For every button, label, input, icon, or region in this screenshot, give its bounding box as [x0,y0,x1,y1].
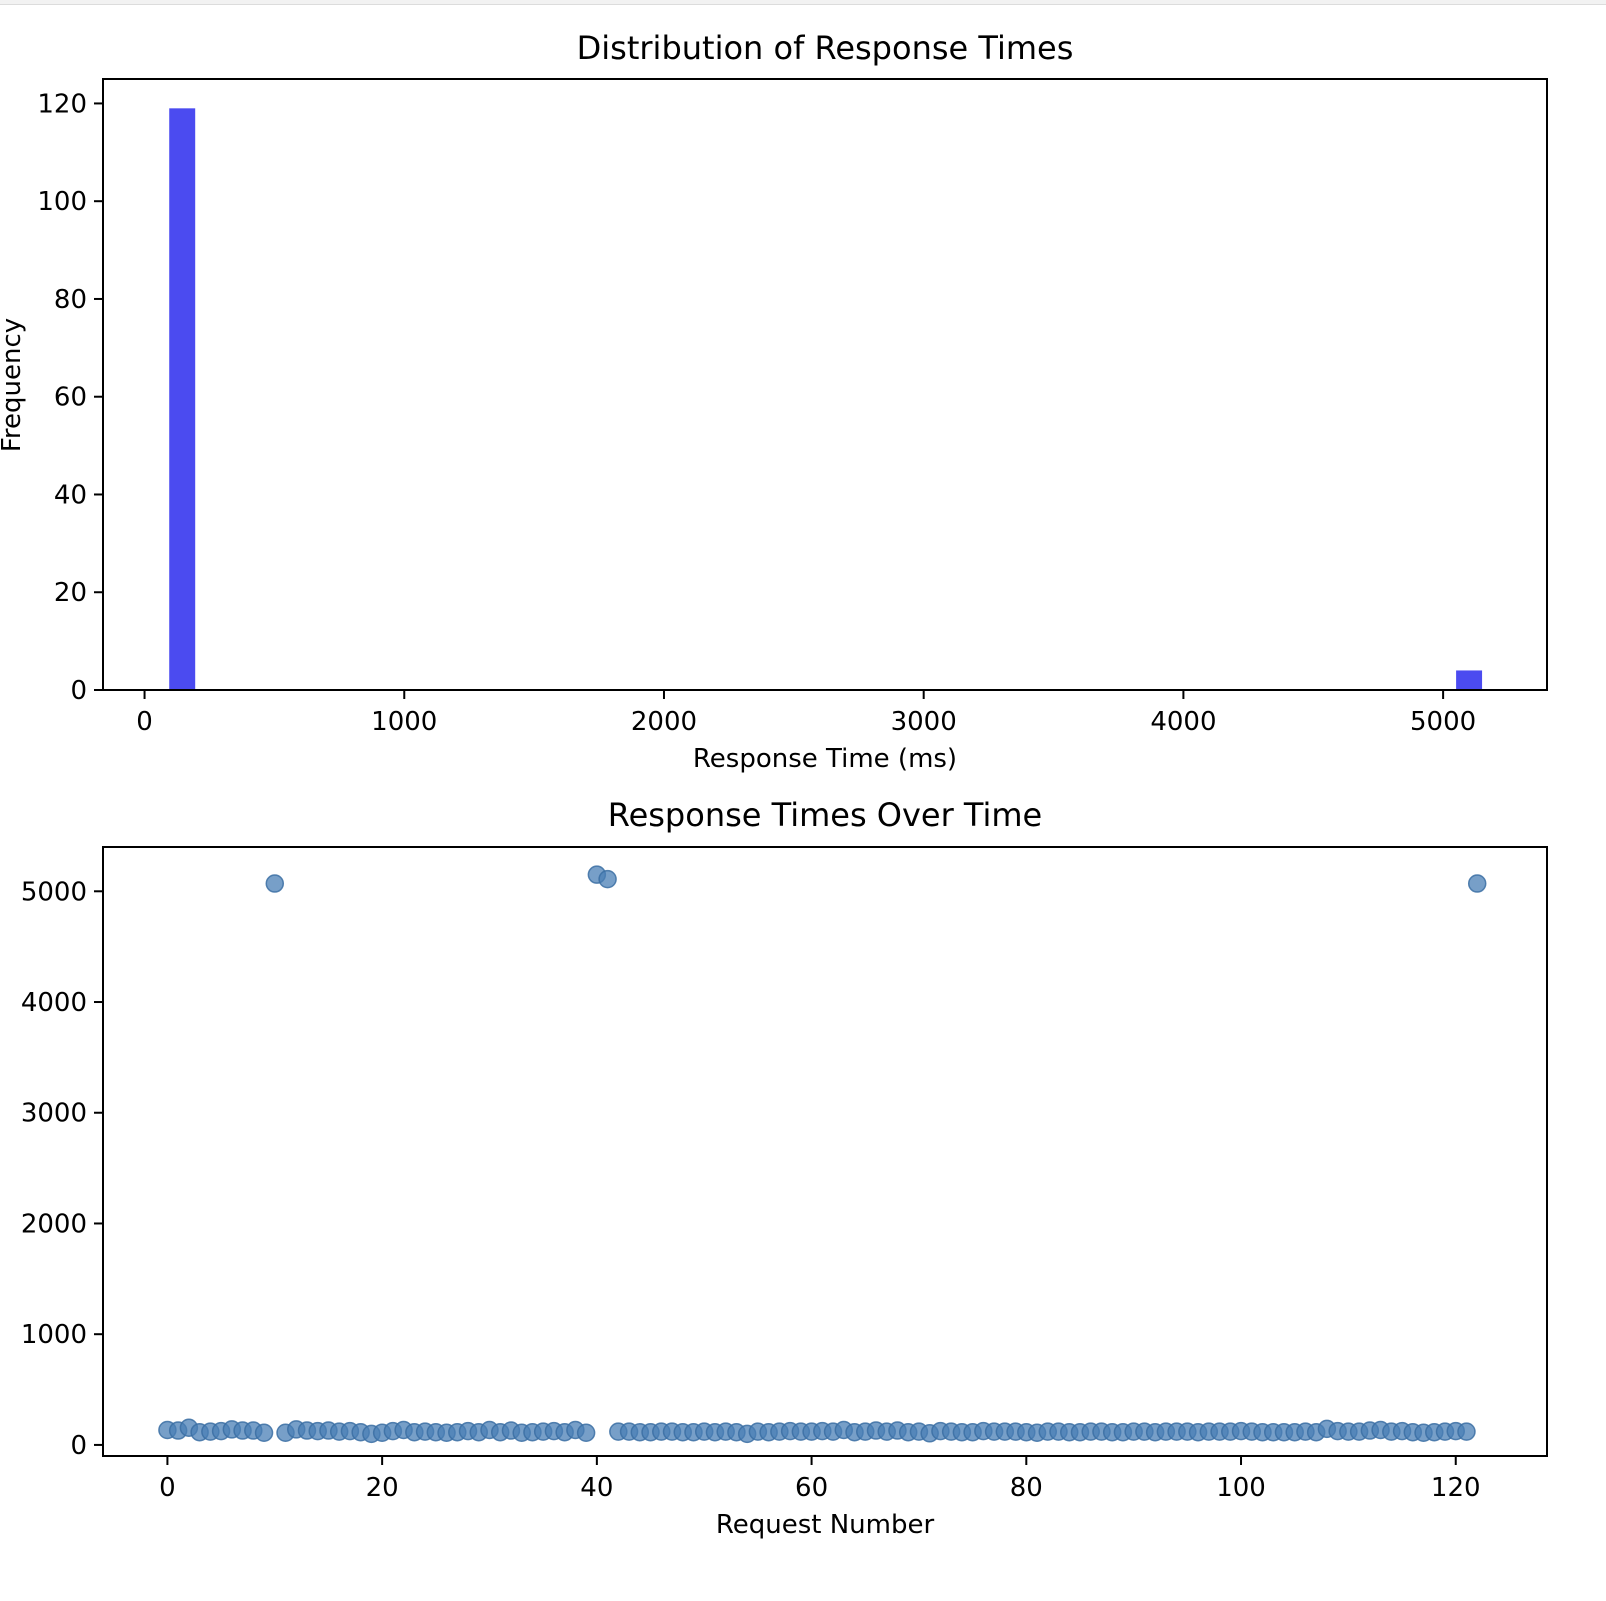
scatter-panel: Response Times Over Time 0 20 40 60 80 100 120… [21,796,1548,1540]
scatter-y-tick-label: 5000 [21,877,87,907]
scatter-y-tick-label: 1000 [21,1320,87,1350]
histogram-title: Distribution of Response Times [577,29,1074,67]
scatter-x-tick-label: 0 [159,1473,176,1503]
histogram-y-tick-label: 20 [54,578,87,608]
histogram-x-tick-label: 3000 [891,707,957,737]
scatter-x-tick-label: 100 [1216,1473,1266,1503]
scatter-x-label: Request Number [716,1510,935,1540]
histogram-x-label: Response Time (ms) [693,744,957,774]
histogram-x-tick-label: 5000 [1410,707,1476,737]
histogram-axes-frame [102,78,1548,691]
histogram-bar [1456,670,1483,690]
chart-canvas: Distribution of Response Times 0 1000 2000… [0,29,1548,1540]
histogram-x-tick-label: 4000 [1150,707,1216,737]
histogram-x-ticks: 0 1000 2000 3000 4000 5000 [136,690,1476,737]
histogram-y-tick-label: 80 [54,285,87,315]
histogram-y-tick-label: 0 [70,676,87,706]
scatter-y-tick-label: 4000 [21,988,87,1018]
histogram-y-tick-label: 100 [37,187,87,217]
histogram-x-tick-label: 0 [136,707,153,737]
scatter-point [265,874,285,893]
scatter-x-tick-label: 60 [795,1473,828,1503]
histogram-y-ticks: 0 20 40 60 80 100 120 [37,89,103,706]
histogram-x-tick-label: 2000 [631,707,697,737]
figure: Distribution of Response Times 0 1000 2000… [0,4,1606,1601]
scatter-axes-frame [102,846,1548,1457]
histogram-panel: Distribution of Response Times 0 1000 2000… [0,29,1548,774]
scatter-point [598,869,617,889]
scatter-points [158,865,1487,1444]
scatter-y-tick-label: 2000 [21,1209,87,1239]
scatter-title: Response Times Over Time [608,796,1042,834]
scatter-point [1457,1422,1476,1441]
scatter-x-tick-label: 80 [1010,1473,1043,1503]
histogram-y-tick-label: 40 [54,480,87,510]
scatter-point [254,1423,274,1442]
scatter-y-tick-label: 0 [70,1431,87,1461]
scatter-point [576,1423,596,1442]
histogram-bars [169,108,1483,690]
scatter-y-tick-label: 3000 [21,1099,87,1129]
scatter-x-ticks: 0 20 40 60 80 100 120 [159,1456,1481,1503]
histogram-y-label: Frequency [0,318,27,452]
scatter-x-tick-label: 40 [580,1473,613,1503]
histogram-bar [169,108,196,690]
scatter-y-ticks: 0 1000 2000 3000 4000 5000 [21,877,103,1461]
scatter-x-tick-label: 20 [366,1473,399,1503]
scatter-x-tick-label: 120 [1431,1473,1481,1503]
histogram-x-tick-label: 1000 [371,707,437,737]
scatter-point [1467,874,1487,893]
histogram-y-tick-label: 60 [54,383,87,413]
histogram-y-tick-label: 120 [37,89,87,119]
